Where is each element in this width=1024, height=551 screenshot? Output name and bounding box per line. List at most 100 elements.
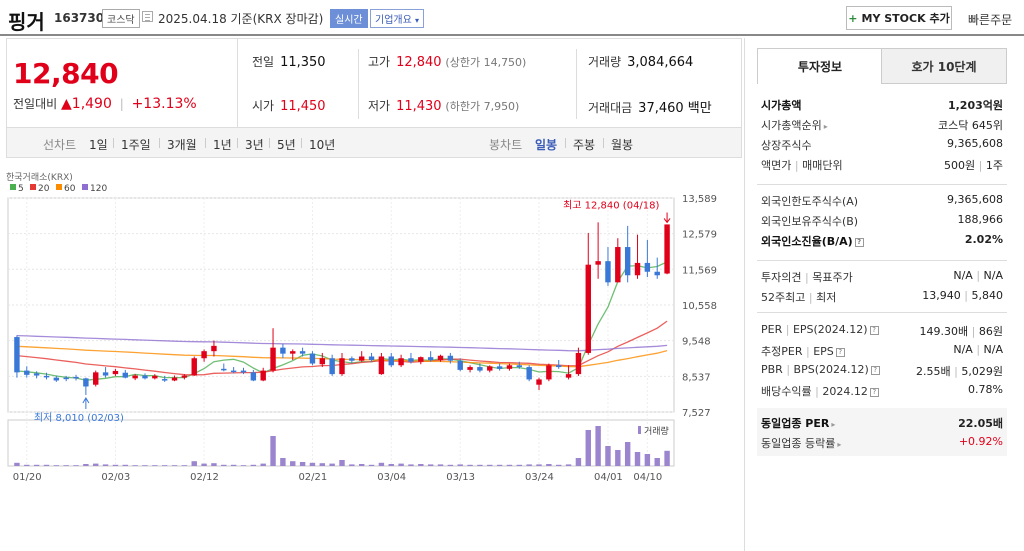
y-tick-label: 13,589 (682, 194, 717, 205)
info-icon[interactable]: ? (869, 325, 879, 335)
more-icon: ▸ (837, 440, 842, 449)
separator: | (119, 97, 124, 111)
industry-rate-row[interactable]: 동일업종 등락률 ▸ +0.92% (761, 432, 1003, 452)
eps-value: 86원 (978, 325, 1003, 338)
legend-swatch (30, 184, 36, 190)
period-5y[interactable]: 5년 (277, 138, 296, 152)
tab-order-book[interactable]: 호가 10단계 (881, 48, 1007, 84)
period-3m[interactable]: 3개월 (167, 138, 197, 152)
volume-bar (457, 464, 463, 466)
candle-body (546, 365, 552, 380)
line-chart-label: 선차트 (43, 138, 77, 152)
candle-body (221, 368, 227, 371)
dividend-value: 0.78% (968, 383, 1003, 396)
candle-body (467, 367, 473, 370)
candle-body (634, 262, 641, 276)
divider (237, 138, 238, 148)
candle-body (556, 365, 562, 368)
volume-bar (63, 465, 69, 466)
candle-weekly[interactable]: 주봉 (573, 138, 596, 152)
chart-source-label: 한국거래소(KRX) (6, 172, 73, 183)
amount-label: 거래대금 (588, 101, 633, 115)
volume-bar (250, 464, 257, 466)
candle-body (24, 370, 30, 375)
week52-low-label: 최저 (816, 291, 837, 304)
pbr-value-text: 2.55배 (916, 365, 951, 378)
period-1d[interactable]: 1일 (89, 138, 108, 152)
foreign-limit-value: 9,365,608 (947, 193, 1003, 206)
info-icon[interactable]: ? (854, 237, 864, 247)
candle-body (585, 264, 591, 353)
y-tick-label: 11,569 (682, 265, 717, 276)
per-value-text: 149.30배 (919, 325, 969, 338)
candle-body (506, 365, 513, 369)
foreign-hold-label: 외국인보유주식수(B) (761, 215, 859, 228)
candle-monthly[interactable]: 월봉 (611, 138, 634, 152)
industry-per-row[interactable]: 동일업종 PER ▸ 22.05배 (761, 412, 1003, 432)
period-10y[interactable]: 10년 (309, 138, 336, 152)
candle-body (230, 370, 237, 373)
shares-value: 9,365,608 (947, 137, 1003, 150)
candle-body (201, 351, 207, 359)
volume-bar (408, 464, 414, 466)
period-1y[interactable]: 1년 (213, 138, 232, 152)
industry-per-text: 동일업종 PER (761, 417, 830, 430)
realtime-button[interactable]: 실시간 (330, 9, 368, 28)
volume-value: 3,084,664 (627, 55, 694, 70)
candle-body (152, 375, 158, 379)
volume-bar (319, 463, 326, 466)
period-3y[interactable]: 3년 (245, 138, 264, 152)
candle-body (496, 366, 503, 369)
stock-name: 핑거 (8, 10, 45, 34)
volume-frame (7, 419, 675, 467)
prev-close-value: 11,350 (280, 55, 326, 70)
tab-invest-info[interactable]: 투자정보 (757, 48, 883, 84)
price-chart: 한국거래소(KRX) 5 20 60 120 13,589 12,579 11,569 10,5… (6, 158, 742, 551)
legend-label: 5 (18, 184, 24, 194)
upper-limit: (상한가 14,750) (445, 56, 527, 69)
change-label: 전일대비 (13, 97, 58, 111)
market-cap-rank-row[interactable]: 시가총액순위 ▸ 코스닥 645위 (761, 114, 1003, 134)
week52-label: 52주최고 | 최저 (761, 289, 836, 305)
volume-bar (191, 461, 197, 466)
divider (603, 138, 604, 148)
candle-body (132, 375, 138, 379)
add-mystock-button[interactable]: + MY STOCK 추가 (846, 6, 952, 30)
y-tick-label: 10,558 (682, 301, 717, 312)
divider (159, 138, 160, 148)
opinion-row: 투자의견 | 목표주가 N/A | N/A (761, 266, 1003, 286)
quick-order-link[interactable]: 빠른주문 (968, 13, 1013, 27)
separator: | (805, 345, 810, 358)
industry-rate-text: 동일업종 등락률 (761, 437, 836, 450)
volume-bar (487, 464, 493, 466)
period-1w[interactable]: 1주일 (121, 138, 151, 152)
info-icon[interactable]: ? (870, 365, 880, 375)
open-cell: 시가 11,450 (252, 97, 326, 114)
legend-swatch (82, 184, 88, 190)
x-tick-label: 03/24 (525, 472, 554, 483)
info-icon[interactable]: ? (835, 347, 845, 357)
volume-bar (358, 464, 365, 466)
week52-value: 13,940 | 5,840 (922, 289, 1003, 302)
divider (113, 138, 114, 148)
face-value-text: 500원 (944, 159, 976, 172)
candle-daily[interactable]: 일봉 (535, 138, 558, 152)
prev-close-cell: 전일 11,350 (252, 53, 326, 70)
candle-body (43, 375, 50, 378)
volume-bar (93, 463, 99, 466)
volume-bar (24, 464, 30, 466)
legend-label: 60 (64, 184, 76, 194)
candle-body (457, 360, 463, 370)
volume-bar (339, 460, 345, 466)
info-icon[interactable]: ? (869, 387, 879, 397)
company-info-button[interactable]: 기업개요 ▾ (370, 9, 425, 28)
volume-bar (309, 462, 316, 466)
candle-body (63, 377, 69, 380)
legend-swatch (56, 184, 62, 190)
candle-body (299, 351, 306, 354)
volume-bar (398, 463, 404, 466)
foreign-hold-row: 외국인보유주식수(B) 188,966 (761, 210, 1003, 230)
pbr-text: PBR (761, 363, 783, 376)
separator: | (964, 289, 968, 302)
est-per-value-text: N/A (953, 343, 973, 356)
